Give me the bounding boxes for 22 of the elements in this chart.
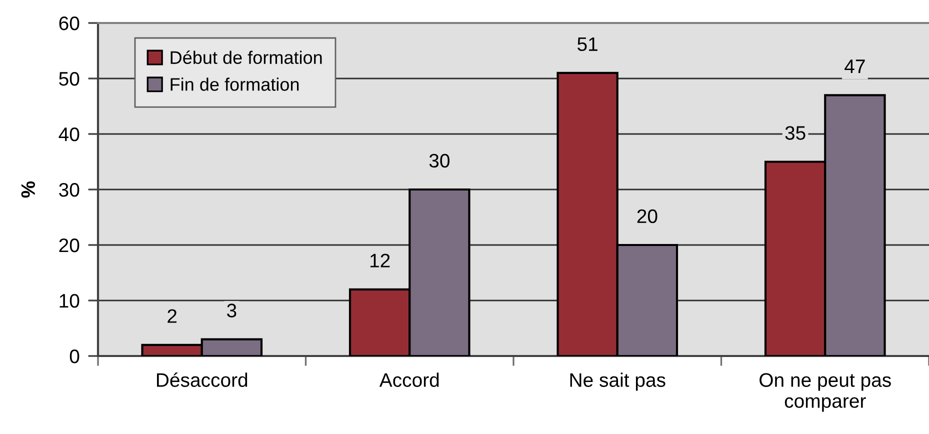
y-tick-label: 30: [59, 182, 80, 197]
y-tick-label: 10: [60, 294, 80, 308]
y-tick-label: 20: [59, 238, 80, 252]
data-label: 51: [578, 37, 598, 52]
y-tick-label: 60: [59, 16, 80, 30]
y-tick-label: 0: [70, 349, 80, 364]
y-axis-title: %: [21, 181, 35, 198]
x-tick-label: Ne sait pas: [570, 372, 666, 391]
data-label: 30: [429, 154, 450, 168]
data-label: 20: [637, 209, 658, 224]
data-label: 3: [227, 304, 236, 318]
data-label: 12: [370, 254, 390, 268]
x-tick-label: Désaccord: [157, 372, 248, 387]
y-tick-label: 50: [59, 72, 80, 86]
x-tick-label: Accord: [379, 372, 439, 387]
legend-label: Début de formation: [170, 50, 322, 64]
legend-label: Fin de formation: [170, 78, 299, 91]
data-label: 2: [168, 309, 176, 323]
data-label: 35: [785, 126, 806, 140]
data-label: 47: [844, 60, 865, 74]
x-tick-label: On ne peut pas comparer: [760, 373, 891, 412]
y-tick-label: 40: [58, 127, 80, 142]
